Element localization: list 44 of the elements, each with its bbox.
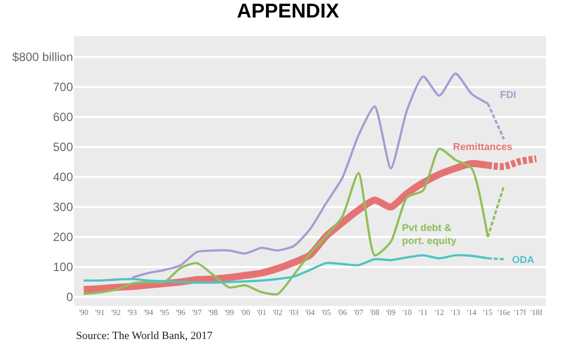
source-note: Source: The World Bank, 2017 (76, 330, 213, 342)
x-tick-label: '12 (434, 308, 444, 317)
text: ODA (512, 255, 534, 266)
series-label: Pvt debt & port. equity (402, 223, 457, 247)
x-tick-label: '14 (466, 308, 476, 317)
x-tick-label: '18f (530, 308, 543, 317)
x-tick-label: '08 (370, 308, 380, 317)
y-tick-label: 300 (52, 200, 74, 214)
x-tick-label: '00 (240, 308, 250, 317)
y-tick-label: 100 (52, 260, 74, 274)
x-tick-label: '16e (497, 308, 511, 317)
x-tick-label: '01 (256, 308, 266, 317)
y-tick-label: 200 (52, 230, 74, 244)
x-tick-label: '15 (483, 308, 493, 317)
x-tick-label: '03 (289, 308, 299, 317)
x-tick-label: '95 (160, 308, 170, 317)
x-tick-label: '94 (144, 308, 154, 317)
y-tick-label: 700 (52, 80, 74, 94)
x-tick-label: '91 (95, 308, 105, 317)
x-tick-label: '98 (208, 308, 218, 317)
x-tick-label: '11 (418, 308, 428, 317)
x-tick-label: '97 (192, 308, 202, 317)
x-tick-label: '13 (450, 308, 460, 317)
x-tick-label: '93 (127, 308, 137, 317)
x-tick-label: '90 (78, 308, 88, 317)
y-tick-label: 0 (66, 290, 74, 304)
x-tick-label: '17f (514, 308, 527, 317)
x-tick-label: '06 (338, 308, 348, 317)
x-tick-label: '10 (402, 308, 412, 317)
series-label: FDI (500, 90, 516, 101)
series-label: Remittances (453, 142, 513, 153)
x-tick-label: '04 (305, 308, 315, 317)
x-tick-label: '96 (176, 308, 186, 317)
x-tick-label: '99 (224, 308, 234, 317)
y-tick-label: $800 billion (12, 50, 73, 64)
x-tick-label: '09 (386, 308, 396, 317)
y-tick-label: 400 (52, 170, 74, 184)
x-tick-label: '05 (321, 308, 331, 317)
chart-title: APPENDIX (236, 0, 340, 22)
x-tick-label: '02 (272, 308, 282, 317)
y-tick-label: 600 (52, 110, 74, 124)
y-tick-label: 500 (52, 140, 74, 154)
x-tick-label: '07 (354, 308, 364, 317)
x-tick-label: '92 (111, 308, 121, 317)
